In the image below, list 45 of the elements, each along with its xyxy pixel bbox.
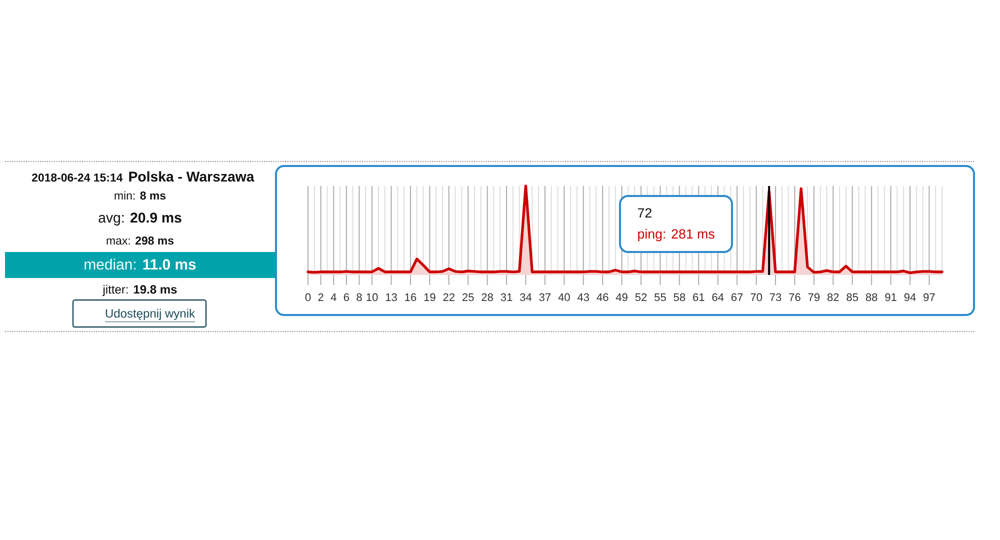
annotation: ping: 281 ms [638, 228, 714, 242]
x-tick-label: 16 [405, 293, 416, 302]
x-tick-label: 85 [846, 293, 858, 302]
x-tick-label: 61 [693, 293, 704, 302]
x-tick-label: 55 [654, 293, 666, 302]
x-tick-label: 79 [808, 293, 820, 302]
x-tick-label: 31 [500, 293, 512, 302]
x-tick-label: 64 [712, 293, 724, 302]
x-tick-label: 13 [386, 293, 397, 302]
x-tick-label: 19 [424, 293, 436, 302]
text: median: 11.0 ms [84, 258, 196, 270]
x-tick-label: 76 [789, 293, 800, 302]
x-tick-label: 70 [750, 293, 762, 302]
x-tick-label: 46 [596, 293, 608, 302]
x-tick-label: 82 [827, 293, 839, 302]
x-tick-label: 2 [318, 293, 324, 302]
x-tick-label: 67 [731, 293, 743, 302]
x-tick-label: 37 [539, 293, 551, 302]
x-tick-label: 6 [344, 293, 350, 302]
text: 2018-06-24 15:14 [32, 173, 123, 182]
x-tick-label: 10 [366, 293, 378, 302]
x-tick-label: 25 [462, 293, 474, 302]
text: avg: 20.9 ms [98, 212, 182, 226]
x-tick-label: 73 [770, 293, 782, 302]
x-tick-label: 91 [885, 293, 896, 302]
x-tick-label: 28 [482, 293, 493, 302]
text: Polska - Warszawa [129, 171, 254, 182]
text: min: 8 ms [114, 191, 166, 200]
x-tick-label: 40 [558, 293, 570, 302]
x-tick-label: 49 [616, 293, 628, 302]
annotation: 72 [638, 208, 652, 218]
x-tick-label: 22 [443, 293, 454, 302]
x-tick-label: 52 [635, 293, 647, 302]
text: Udostępnij wynik [106, 308, 196, 320]
x-tick-label: 4 [330, 293, 336, 302]
text: max: 298 ms [106, 236, 174, 245]
x-tick-label: 8 [356, 293, 362, 302]
x-tick-label: 43 [577, 293, 590, 302]
text: jitter: 19.8 ms [102, 284, 177, 296]
x-tick-label: 0 [305, 293, 311, 302]
x-tick-label: 58 [674, 293, 686, 302]
x-tick-label: 97 [924, 293, 935, 302]
x-tick-label: 88 [866, 293, 878, 302]
x-tick-label: 94 [904, 293, 916, 302]
x-tick-label: 34 [520, 293, 532, 302]
